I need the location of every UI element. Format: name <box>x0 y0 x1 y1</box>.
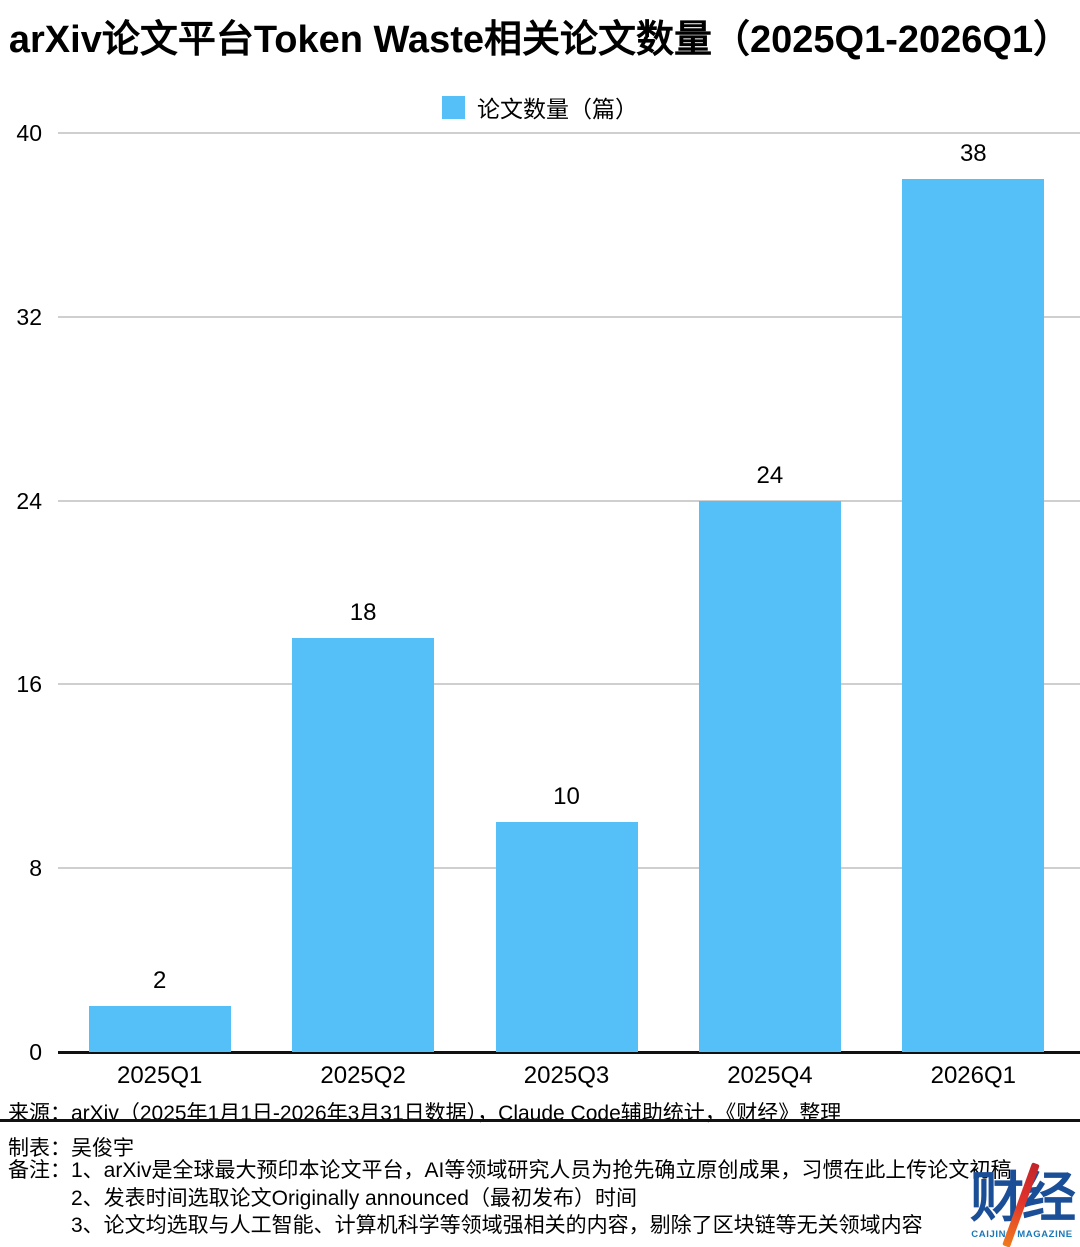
note-line: 2、发表时间选取论文Originally announced（最初发布）时间 <box>71 1186 637 1210</box>
x-axis-tick-label: 2025Q1 <box>116 1062 203 1089</box>
y-axis-tick-label: 24 <box>16 487 42 514</box>
bar-value-label: 24 <box>756 461 784 489</box>
legend: 论文数量（篇） <box>0 90 1080 124</box>
x-axis-tick-label: 2025Q4 <box>727 1062 813 1089</box>
bar-value-label: 10 <box>553 783 580 811</box>
divider <box>0 1119 1080 1122</box>
bar-2025Q3 <box>495 822 638 1052</box>
y-axis-tick-label: 8 <box>29 855 42 882</box>
chart-title: arXiv论文平台Token Waste相关论文数量（2025Q1-2026Q1… <box>8 19 1072 61</box>
bar-2025Q4 <box>698 500 841 1052</box>
gridline <box>58 315 1080 318</box>
x-axis-tick-label: 2026Q1 <box>930 1062 1016 1089</box>
bar-2025Q2 <box>292 638 435 1052</box>
prepared-by-line: 制表：吴俊宇 <box>8 1137 134 1160</box>
gridline <box>58 499 1080 502</box>
x-axis-line <box>58 1051 1080 1054</box>
notes-label: 备注： <box>8 1159 71 1182</box>
legend-swatch-icon <box>442 95 465 119</box>
y-axis-tick-label: 0 <box>29 1039 42 1065</box>
bar-value-label: 38 <box>959 139 987 167</box>
y-axis-tick-label: 40 <box>16 120 42 146</box>
x-axis-tick-label: 2025Q3 <box>523 1062 610 1089</box>
bar-2026Q1 <box>902 178 1045 1052</box>
gridline <box>58 132 1080 134</box>
bar-2025Q1 <box>88 1006 231 1052</box>
legend-label: 论文数量（篇） <box>477 96 638 122</box>
y-axis-tick-label: 16 <box>16 671 42 698</box>
note-line: 3、论文均选取与人工智能、计算机科学等领域强相关的内容，剔除了区块链等无关领域内… <box>71 1214 923 1237</box>
source-line: 来源：arXiv（2025年1月1日-2026年3月31日数据），Claude … <box>8 1102 842 1125</box>
caijing-logo: 财经 CAIJING MAGAZINE <box>966 1161 1078 1247</box>
note-line: 1、arXiv是全球最大预印本论文平台，AI等领域研究人员为抢先确立原创成果，习… <box>71 1159 1012 1182</box>
notes-block: 备注： 1、arXiv是全球最大预印本论文平台，AI等领域研究人员为抢先确立原创… <box>8 1157 1011 1240</box>
gridline <box>58 683 1080 686</box>
caijing-logo-subtext: CAIJING MAGAZINE <box>971 1229 1073 1240</box>
x-axis-tick-label: 2025Q2 <box>320 1062 406 1089</box>
bar-value-label: 2 <box>153 967 167 995</box>
y-axis-tick-label: 32 <box>16 303 42 330</box>
caijing-logo-text: 财经 <box>970 1161 1076 1247</box>
plot-area: 0 8 16 24 32 40 2 2025Q1 18 2025Q2 10 2025Q3 24 2025Q… <box>16 120 1080 1089</box>
bar-value-label: 18 <box>349 599 377 627</box>
